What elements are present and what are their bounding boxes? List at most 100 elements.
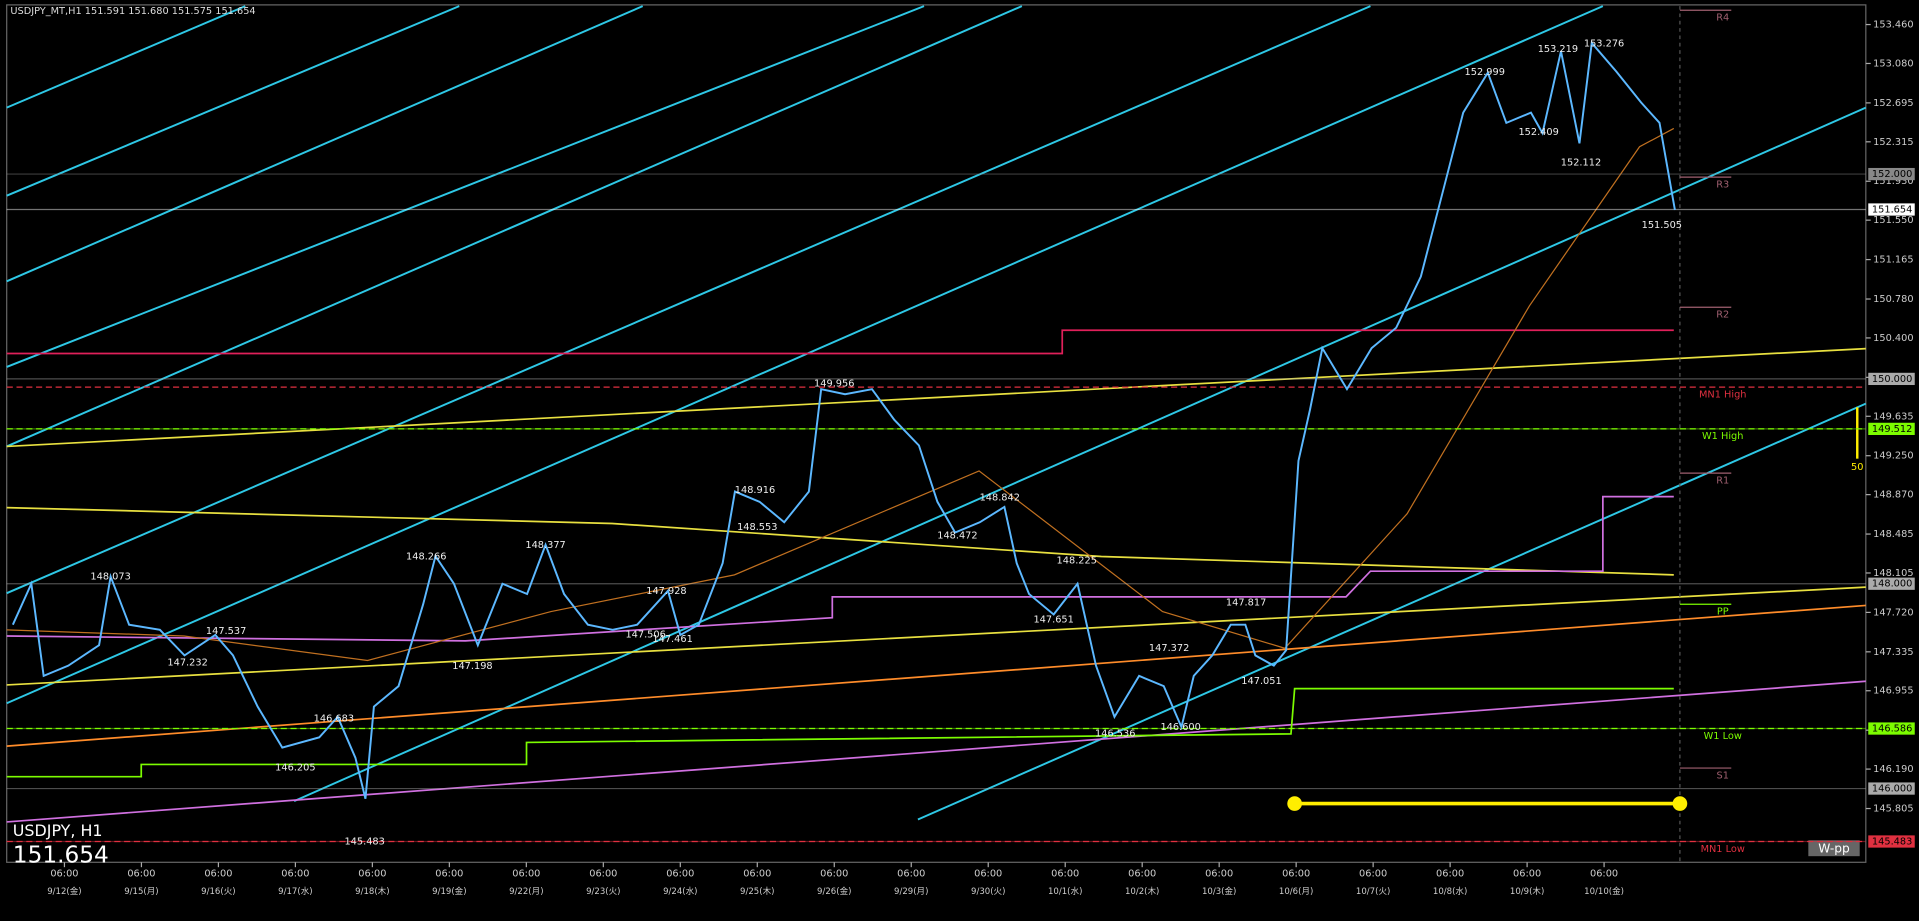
swing-label: 148.073 <box>90 571 130 582</box>
level-label: W1 High <box>1702 431 1743 442</box>
swing-label: 147.051 <box>1241 676 1281 687</box>
x-tick-label: 06:00 <box>974 868 1002 879</box>
x-tick-label: 06:00 <box>1205 868 1233 879</box>
swing-label: 151.505 <box>1642 220 1682 231</box>
x-tick-label: 06:00 <box>1128 868 1156 879</box>
swing-label: 148.225 <box>1057 556 1097 567</box>
swing-label: 147.198 <box>452 661 492 672</box>
price-box <box>1868 422 1915 435</box>
range-label: 50 <box>1851 462 1863 473</box>
y-tick-label: 149.250 <box>1873 451 1913 462</box>
x-tick-label: 06:00 <box>127 868 155 879</box>
price-box-label: 150.000 <box>1872 374 1912 385</box>
date-label: 9/15(月) <box>124 886 158 897</box>
level-label: W1 Low <box>1704 731 1742 742</box>
y-tick-label: 147.720 <box>1873 607 1913 618</box>
y-tick-label: 147.335 <box>1873 647 1913 658</box>
price-box <box>1868 835 1915 848</box>
price-box-label: 146.586 <box>1872 724 1912 735</box>
x-tick-label: 06:00 <box>512 868 540 879</box>
plot-frame <box>6 4 1867 863</box>
date-label: 10/6(月) <box>1279 886 1313 897</box>
w-pp-button[interactable] <box>1808 840 1860 857</box>
swing-label: 147.372 <box>1149 643 1189 654</box>
price-box <box>1868 203 1915 216</box>
level-label: R1 <box>1716 475 1729 486</box>
x-tick-label: 06:00 <box>743 868 771 879</box>
y-tick-label: 150.400 <box>1873 333 1913 344</box>
y-tick-label: 149.635 <box>1873 411 1913 422</box>
symbol-label: USDJPY, H1 <box>13 821 103 840</box>
x-tick-label: 06:00 <box>1590 868 1618 879</box>
swing-label: 153.219 <box>1538 44 1578 55</box>
y-tick-label: 152.695 <box>1873 98 1913 109</box>
y-tick-label: 148.485 <box>1873 529 1913 540</box>
swing-label: 148.916 <box>735 485 775 496</box>
swing-label: 147.928 <box>646 586 686 597</box>
swing-label: 146.205 <box>275 763 315 774</box>
x-tick-label: 06:00 <box>897 868 925 879</box>
swing-label: 148.472 <box>937 530 977 541</box>
x-tick-label: 06:00 <box>666 868 694 879</box>
swing-label: 153.276 <box>1584 38 1624 49</box>
date-label: 9/17(水) <box>278 885 312 897</box>
price-box-label: 148.000 <box>1872 579 1912 590</box>
date-label: 9/26(金) <box>817 885 851 897</box>
swing-label: 149.956 <box>814 378 854 389</box>
x-tick-label: 06:00 <box>358 868 386 879</box>
date-label: 10/8(水) <box>1433 885 1467 897</box>
swing-label: 152.112 <box>1561 158 1601 169</box>
x-tick-label: 06:00 <box>589 868 617 879</box>
level-label: MN1 High <box>1699 389 1747 400</box>
measure-tool <box>1287 407 1859 811</box>
date-label: 9/29(月) <box>894 886 928 897</box>
price-box <box>1868 782 1915 795</box>
level-label: R3 <box>1716 179 1729 190</box>
date-label: 10/7(火) <box>1356 887 1390 897</box>
y-tick-label: 146.955 <box>1873 686 1913 697</box>
price-line <box>11 40 1676 800</box>
date-label: 10/1(水) <box>1048 885 1082 897</box>
date-label: 10/3(金) <box>1202 885 1236 897</box>
swing-label: 147.817 <box>1226 597 1266 608</box>
level-label: S1 <box>1717 770 1729 781</box>
y-tick-label: 153.080 <box>1873 58 1913 69</box>
y-tick-label: 146.190 <box>1873 764 1913 775</box>
swing-label: 152.999 <box>1465 67 1505 78</box>
y-tick-label: 153.460 <box>1873 20 1913 31</box>
level-label: R4 <box>1716 13 1729 24</box>
date-label: 9/16(火) <box>201 887 235 897</box>
price-box-label: 152.000 <box>1872 169 1912 180</box>
w-pp-button-label[interactable]: W-pp <box>1818 841 1850 855</box>
y-tick-label: 152.315 <box>1873 137 1913 148</box>
y-tick-label: 150.780 <box>1873 294 1913 305</box>
y-tick-label: 151.165 <box>1873 255 1913 266</box>
y-tick-label: 145.805 <box>1873 804 1913 815</box>
price-box-label: 149.512 <box>1872 424 1912 435</box>
level-label: R2 <box>1716 310 1729 321</box>
x-tick-label: 06:00 <box>204 868 232 879</box>
swing-label: 146.683 <box>314 714 354 725</box>
date-label: 9/18(木) <box>355 885 389 897</box>
x-tick-label: 06:00 <box>281 868 309 879</box>
price-box-label: 151.654 <box>1872 205 1912 216</box>
swing-label: 147.461 <box>652 634 692 645</box>
date-label: 9/25(木) <box>740 885 774 897</box>
x-tick-label: 06:00 <box>1282 868 1310 879</box>
y-tick-label: 148.870 <box>1873 490 1913 501</box>
swing-label: 148.553 <box>737 522 777 533</box>
date-label: 9/12(金) <box>47 885 81 897</box>
date-label: 9/22(月) <box>509 886 543 897</box>
price-box <box>1868 577 1915 590</box>
swing-label: 145.483 <box>344 837 384 848</box>
x-tick-label: 06:00 <box>1051 868 1079 879</box>
swing-label: 147.651 <box>1033 614 1073 625</box>
date-label: 9/30(火) <box>971 887 1005 897</box>
price-box <box>1868 372 1915 386</box>
price-box <box>1868 167 1915 181</box>
swing-label: 147.506 <box>625 629 665 640</box>
swing-label: 147.232 <box>167 657 207 668</box>
swing-label: 147.537 <box>206 626 246 637</box>
